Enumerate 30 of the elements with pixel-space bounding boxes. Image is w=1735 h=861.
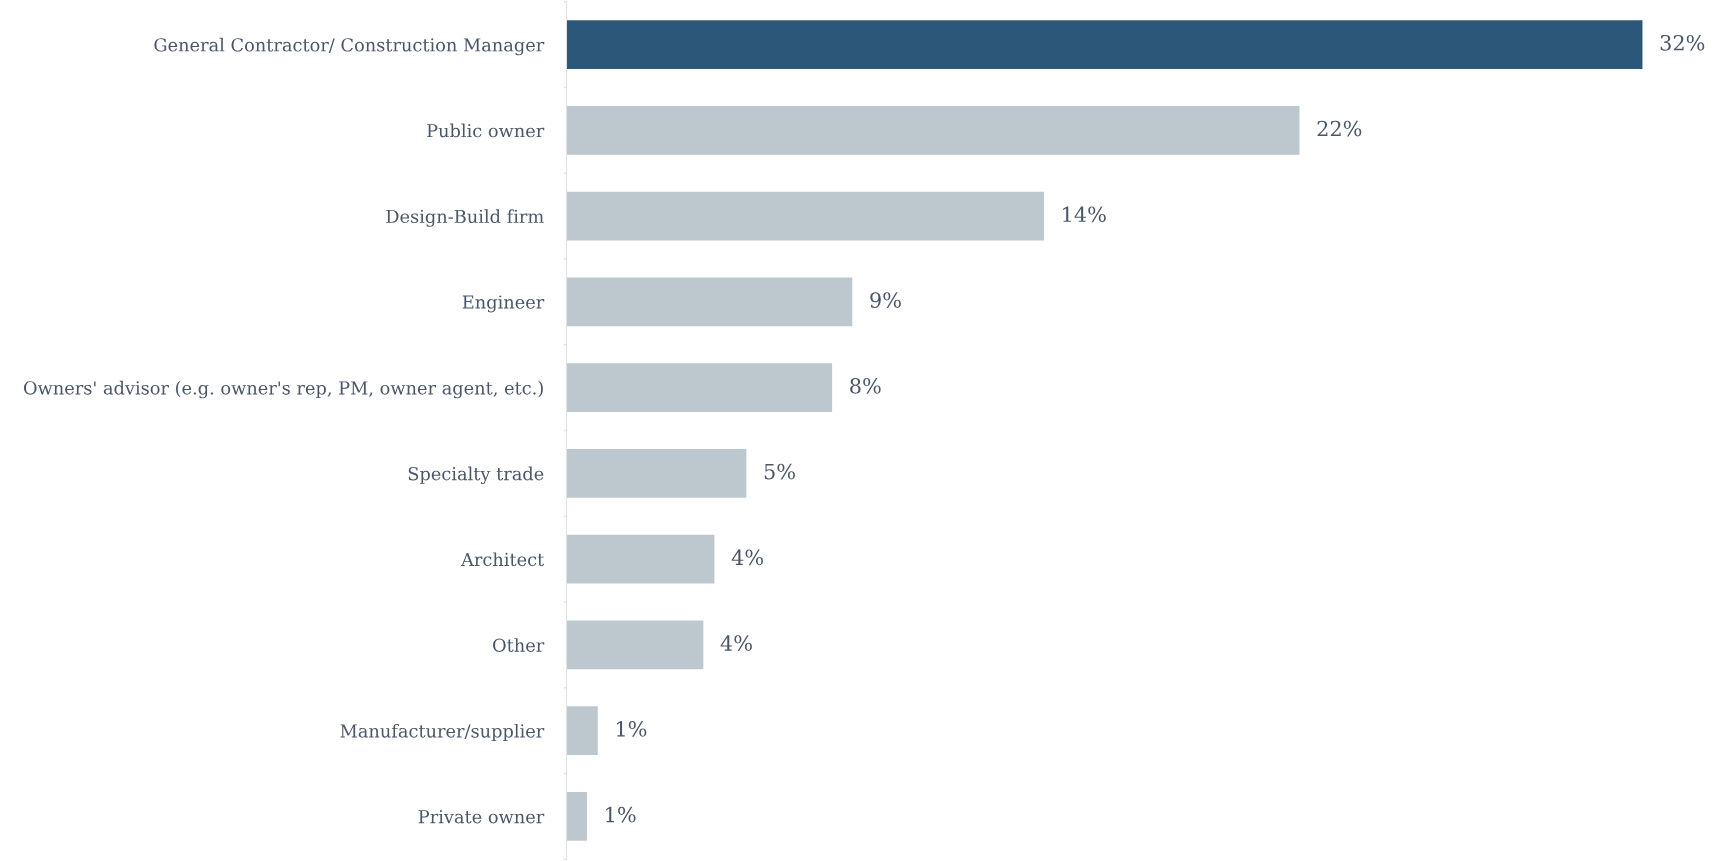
bar — [566, 791, 587, 841]
y-tick-label: Other — [493, 638, 545, 652]
bar — [566, 534, 715, 584]
y-tick-label: Specialty trade — [408, 466, 544, 485]
data-label: 14% — [1063, 206, 1106, 223]
bar — [566, 620, 704, 670]
data-label: 5% — [764, 463, 795, 480]
bar — [566, 105, 1300, 155]
bar — [566, 448, 747, 498]
data-label: 1% — [616, 720, 647, 737]
y-tick-label: Architect — [460, 552, 545, 567]
y-tick-label: Public owner — [427, 123, 545, 138]
bar — [566, 20, 1643, 70]
bar — [566, 191, 1044, 241]
data-label: 1% — [606, 806, 636, 823]
data-label: 4% — [720, 635, 752, 651]
y-tick-label: Engineer — [462, 295, 545, 313]
bar — [566, 363, 833, 413]
y-tick-label: Design-Build firm — [386, 209, 544, 227]
data-label: 4% — [731, 549, 763, 566]
y-tick-label: Owners' advisor (e.g. owner's rep, PM, owner agent, etc.) — [24, 380, 543, 399]
bar — [566, 706, 598, 756]
data-label: 22% — [1317, 120, 1362, 137]
y-tick-label: General Contractor/ Construction Manager — [154, 37, 545, 56]
data-label: 32% — [1660, 34, 1705, 51]
data-label: 8% — [850, 377, 881, 394]
bar — [566, 277, 853, 327]
y-tick-label: Private owner — [418, 810, 545, 824]
y-tick-label: Manufacturer/supplier — [340, 723, 545, 742]
data-label: 9% — [870, 292, 901, 308]
